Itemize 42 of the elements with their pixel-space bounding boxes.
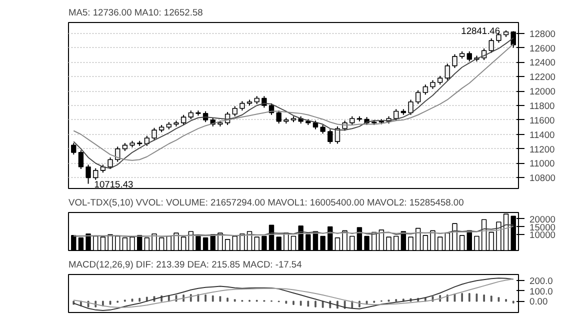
y-tick-label: 200.0 — [530, 276, 553, 286]
y-tick-label: 11200 — [530, 144, 555, 154]
candlestick — [93, 168, 98, 180]
y-tick-label: 11600 — [530, 115, 555, 126]
annotation: 12841.46 — [461, 26, 500, 36]
candlestick — [240, 100, 245, 112]
chart-title: MACD(12,26,9) DIF: 213.39 DEA: 215.85 MACD: -17.54 — [68, 260, 302, 270]
candlestick — [452, 54, 458, 68]
y-tick-label: 12200 — [530, 72, 556, 82]
candlestick — [422, 84, 428, 96]
candlestick — [108, 156, 113, 170]
y-tick-label: 10800 — [530, 173, 556, 184]
candlestick — [334, 126, 340, 144]
candlestick — [466, 50, 472, 62]
candlestick — [152, 127, 157, 141]
annotation: 10715.43 — [94, 179, 134, 190]
y-tick-label: 12000 — [530, 86, 556, 97]
y-tick-label: 10000 — [530, 230, 556, 240]
candlestick — [78, 150, 84, 170]
candlestick — [394, 108, 399, 122]
y-tick-label: 11000 — [530, 158, 555, 169]
candlestick — [328, 128, 333, 144]
chart-title: VOL-TDX(5,10) VVOL: VOLUME: 21657294.00 MAVOL1: 16005400.00 MAVOL2: 15285458.00 — [68, 198, 464, 208]
chart-title: MA5: 12736.00 MA10: 12652.58 — [68, 8, 203, 18]
y-tick-label: 0.00 — [530, 296, 548, 307]
y-tick-label: 15000 — [530, 222, 556, 232]
candlestick — [232, 106, 238, 117]
y-tick-label: 12600 — [530, 43, 556, 54]
y-tick-label: 100.0 — [530, 286, 553, 296]
candlestick — [415, 90, 421, 105]
y-tick-label: 11400 — [530, 130, 555, 140]
y-tick-label: 20000 — [530, 214, 556, 224]
candlestick — [444, 63, 450, 81]
y-tick-label: 11800 — [530, 101, 555, 111]
candlestick — [180, 114, 186, 126]
y-tick-label: 12400 — [530, 58, 556, 68]
y-tick-label: 12800 — [530, 28, 556, 39]
candlestick — [276, 110, 282, 124]
candlestick — [86, 164, 91, 184]
candlestick — [71, 142, 76, 156]
candlestick — [408, 99, 414, 116]
candlestick — [488, 38, 494, 54]
